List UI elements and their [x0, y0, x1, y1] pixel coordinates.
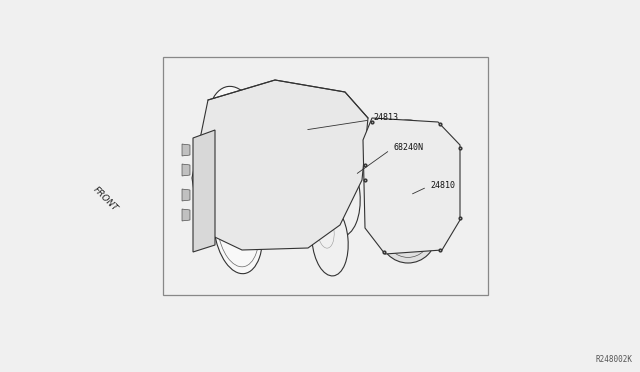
Text: 24813: 24813	[373, 113, 398, 122]
Polygon shape	[193, 130, 215, 252]
Text: FRONT: FRONT	[91, 185, 119, 213]
Bar	[163, 57, 488, 295]
Ellipse shape	[382, 162, 442, 222]
Text: 68240N: 68240N	[393, 144, 423, 153]
Polygon shape	[192, 80, 368, 250]
Ellipse shape	[380, 120, 436, 176]
Ellipse shape	[213, 182, 262, 274]
Text: R248002K: R248002K	[595, 355, 632, 364]
Polygon shape	[363, 118, 460, 254]
Polygon shape	[182, 144, 190, 156]
Ellipse shape	[308, 106, 352, 190]
Ellipse shape	[216, 133, 274, 237]
Ellipse shape	[380, 207, 436, 263]
Polygon shape	[182, 189, 190, 201]
Polygon shape	[182, 164, 190, 176]
Text: 24810: 24810	[430, 180, 455, 189]
Ellipse shape	[312, 204, 348, 276]
Polygon shape	[182, 209, 190, 221]
Ellipse shape	[206, 86, 264, 190]
Ellipse shape	[316, 153, 360, 237]
